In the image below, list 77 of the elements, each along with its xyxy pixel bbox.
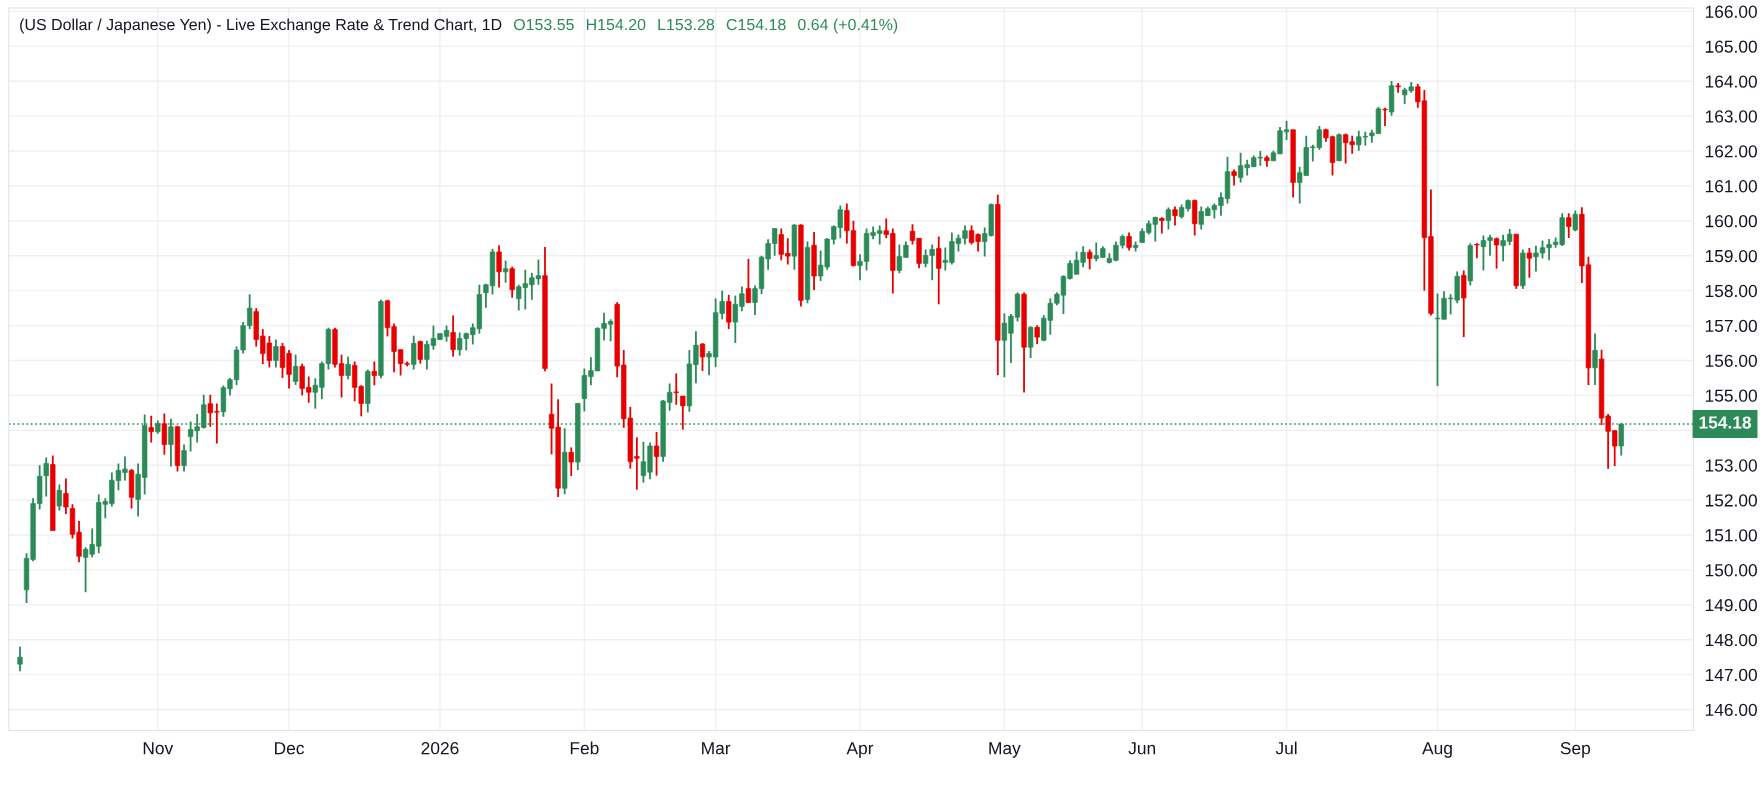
y-tick-label: 162.00: [1705, 145, 1757, 158]
y-tick-label: 152.00: [1705, 494, 1757, 507]
y-tick-label: 148.00: [1705, 633, 1757, 647]
candlestick: [273, 338, 279, 369]
y-tick-label: 155.00: [1705, 389, 1757, 402]
candlestick: [653, 431, 660, 477]
y-tick-label: 151.00: [1705, 529, 1757, 542]
candlestick: [1474, 242, 1480, 260]
x-tick-label: 2026: [421, 742, 459, 755]
candlestick: [726, 293, 732, 330]
candlestick: [509, 265, 515, 299]
candlestick: [292, 353, 299, 386]
candlestick: [56, 483, 62, 512]
candlestick: [1493, 236, 1500, 270]
y-tick-label: 164.00: [1705, 75, 1757, 88]
candlestick: [17, 645, 23, 673]
annotation: H154.20: [586, 18, 646, 31]
candlestick: [936, 235, 942, 306]
y-tick-label: 153.00: [1705, 459, 1757, 472]
candlestick: [1159, 216, 1165, 235]
x-tick-label: Feb: [570, 741, 599, 755]
candlestick: [699, 342, 706, 372]
x-tick-label: Apr: [846, 742, 874, 758]
x-tick-label: Nov: [143, 742, 174, 755]
candlestick: [1027, 325, 1034, 359]
y-tick-label: 159.00: [1705, 249, 1757, 263]
x-tick-label: Aug: [1422, 742, 1452, 758]
candlestick: [1126, 231, 1132, 252]
candlestick: [745, 258, 752, 304]
candlestick: [1592, 332, 1598, 386]
candlestick: [1461, 269, 1467, 339]
candlestick: [345, 355, 351, 381]
x-tick-label: Jun: [1128, 742, 1156, 755]
candlestick: [1165, 206, 1172, 231]
y-tick-label: 156.00: [1705, 354, 1757, 367]
y-tick-label: 166.00: [1705, 5, 1757, 18]
candlestick: [1087, 248, 1093, 271]
annotation: O153.55: [513, 18, 574, 31]
candlestick: [371, 360, 377, 387]
candlestick: [161, 412, 167, 456]
candlestick: [1526, 247, 1533, 279]
candlestick: [411, 334, 417, 371]
ref-line-label: 154.18: [1699, 416, 1752, 429]
x-tick-label: Sep: [1560, 742, 1591, 758]
x-tick-label: Jul: [1275, 741, 1297, 755]
y-tick-label: 147.00: [1705, 668, 1757, 682]
annotation: L153.28: [658, 18, 715, 31]
y-tick-label: 157.00: [1705, 319, 1757, 333]
candlestick: [63, 477, 69, 515]
y-tick-label: 150.00: [1705, 564, 1757, 577]
x-tick-label: May: [989, 742, 1021, 758]
y-tick-label: 163.00: [1705, 110, 1757, 123]
text: (US Dollar / Japanese Yen) - Live Exchange Rate & Trend Chart, 1D: [20, 18, 502, 34]
y-tick-label: 160.00: [1705, 215, 1757, 228]
candlestick: [450, 314, 456, 358]
candlestick: [1172, 205, 1178, 227]
x-tick-label: Mar: [702, 742, 731, 755]
candlestick: [43, 456, 49, 498]
annotation: 0.64 (+0.41%): [798, 18, 898, 34]
candlestick: [1034, 324, 1040, 345]
candlestick: [1382, 106, 1388, 127]
candlestick: [502, 259, 509, 284]
candlestick: [568, 446, 574, 477]
y-tick-label: 165.00: [1705, 40, 1757, 53]
candlestick: [673, 372, 679, 406]
x-tick-label: Dec: [275, 742, 305, 755]
candlestick: [496, 244, 502, 289]
y-tick-label: 146.00: [1705, 703, 1757, 716]
y-tick-label: 158.00: [1705, 284, 1757, 298]
candlestick: [148, 414, 154, 444]
annotation: C154.18: [726, 18, 786, 31]
candlestick: [181, 443, 187, 473]
y-tick-label: 161.00: [1705, 180, 1757, 193]
candlestick: [680, 395, 686, 431]
candlestick: [1566, 212, 1572, 239]
candlestick: [1192, 198, 1198, 237]
y-tick-label: 149.00: [1705, 598, 1757, 612]
